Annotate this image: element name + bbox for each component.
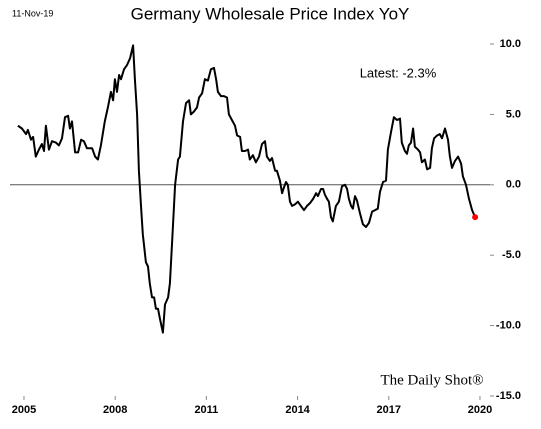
x-tick-label: 2017 [377,404,401,416]
annotation: Latest: -2.3% [360,65,437,80]
last-point [472,214,479,221]
chart-title: Germany Wholesale Price Index YoY [131,4,410,23]
date-label: 11-Nov-19 [12,8,53,18]
y-tick-label: 0.0 [506,179,521,191]
x-tick-label: 2020 [468,404,492,416]
y-tick-label: 10.0 [500,38,521,50]
x-tick-label: 2008 [103,404,127,416]
y-tick-label: -15.0 [496,390,521,402]
y-tick-label: -10.0 [496,320,521,332]
source: The Daily Shot® [380,372,483,388]
series-line [17,44,477,334]
x-tick-label: 2014 [285,404,310,416]
x-tick-label: 2011 [194,404,218,416]
x-tick-label: 2005 [12,404,36,416]
y-tick-label: -5.0 [502,249,521,261]
y-tick-label: 5.0 [506,108,521,120]
